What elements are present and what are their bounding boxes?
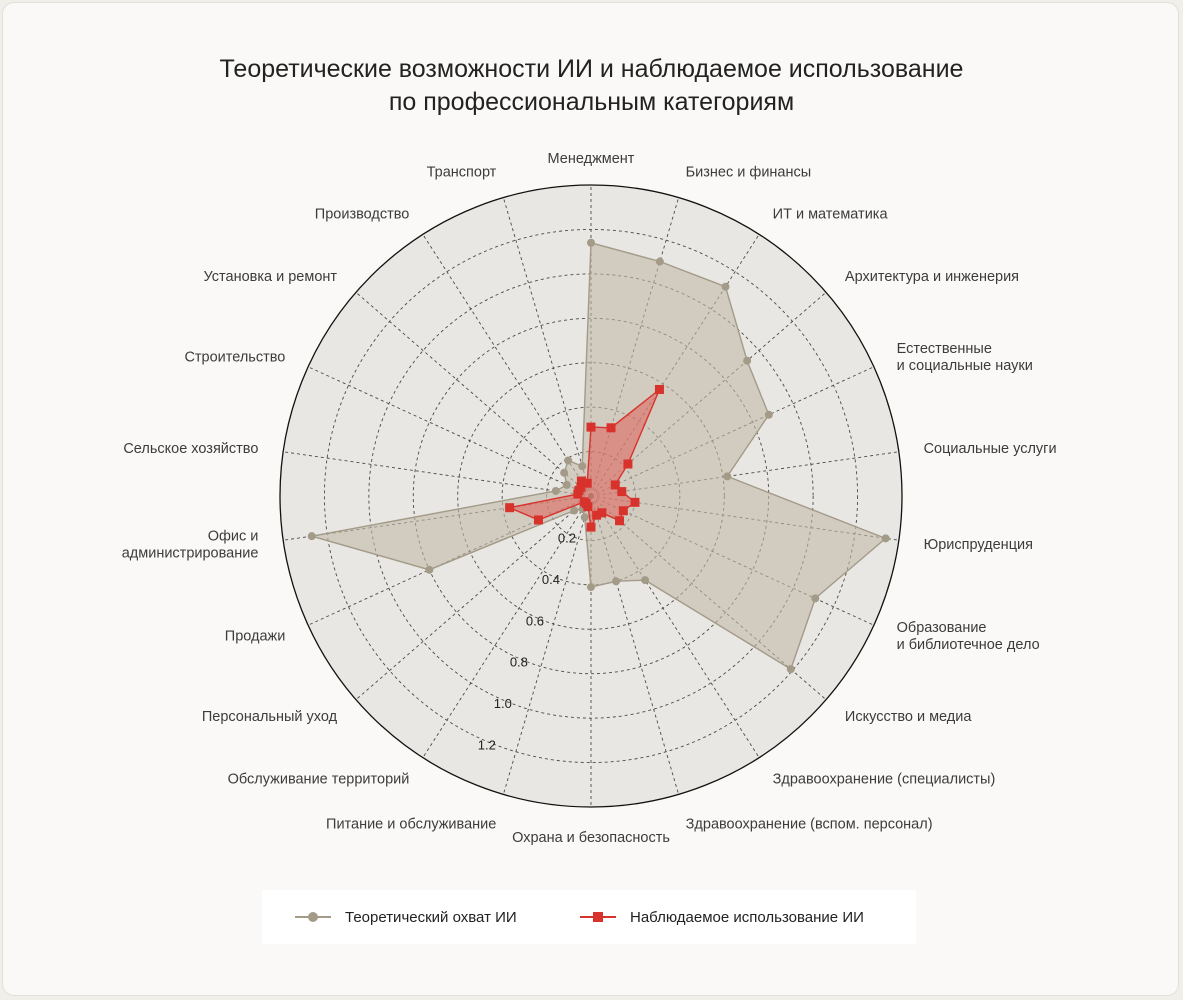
grid-spoke-22 (502, 197, 592, 497)
r-tick-label-6: 1.2 (478, 738, 496, 753)
grid-spoke-13 (502, 495, 592, 795)
data-point-observed-1 (586, 422, 596, 432)
category-label-3: ИТ и математика (773, 206, 889, 222)
category-label-17: Офис и администрирование (122, 528, 259, 561)
grid-spoke-3 (590, 234, 760, 497)
data-point-theoretical-21 (564, 456, 573, 465)
data-point-theoretical-17 (307, 532, 316, 541)
data-point-observed-8 (618, 506, 628, 516)
grid-spoke-19 (307, 366, 592, 497)
data-point-observed-15 (579, 497, 589, 507)
data-point-theoretical-10 (641, 576, 650, 585)
category-label-12: Охрана и безопасность (512, 830, 670, 846)
data-point-theoretical-6 (723, 472, 732, 481)
data-point-theoretical-8 (811, 594, 820, 603)
legend-marker-observed (593, 912, 603, 922)
category-label-18: Сельское хозяйство (123, 441, 258, 457)
category-label-21: Производство (315, 206, 410, 222)
data-point-observed-20 (576, 482, 586, 492)
data-point-observed-3 (654, 384, 664, 394)
grid-spoke-21 (422, 234, 592, 497)
grid-spoke-18 (283, 451, 592, 497)
data-point-theoretical-18 (551, 486, 560, 495)
chart-title-line-2: по профессиональным категориям (388, 88, 795, 116)
legend-line-observed (580, 912, 616, 922)
grid-spoke-8 (590, 495, 875, 626)
data-point-theoretical-3 (721, 282, 730, 291)
data-point-observed-4 (623, 459, 633, 469)
data-point-observed-21 (576, 476, 586, 486)
category-label-19: Строительство (184, 349, 285, 365)
grid-spoke-6 (590, 451, 899, 497)
grid-spoke-4 (590, 291, 827, 497)
grid-spoke-2 (590, 197, 680, 497)
chart-title-line-1: Теоретические возможности ИИ и наблюдаем… (219, 55, 964, 83)
category-label-1: Менеджмент (548, 151, 635, 167)
data-point-theoretical-4 (743, 356, 752, 365)
data-point-observed-11 (592, 510, 602, 520)
data-point-observed-16 (533, 515, 543, 525)
grid-spoke-14 (422, 495, 592, 758)
grid-spoke-10 (590, 495, 760, 758)
category-label-6: Социальные услуги (924, 441, 1057, 457)
category-label-8: Образование и библиотечное дело (897, 620, 1040, 653)
data-point-observed-12 (586, 522, 596, 532)
grid-spoke-16 (307, 495, 592, 626)
r-tick-label-1: 0.2 (558, 530, 576, 545)
legend-marker-theoretical (308, 912, 318, 922)
grid-spoke-20 (355, 291, 592, 497)
data-point-theoretical-7 (881, 534, 890, 543)
category-label-9: Искусство и медиа (845, 709, 972, 725)
data-point-theoretical-13 (580, 513, 589, 522)
r-tick-label-4: 0.8 (510, 655, 528, 670)
category-label-15: Персональный уход (202, 709, 338, 725)
r-tick-label-3: 0.6 (526, 613, 544, 628)
data-point-theoretical-22 (578, 462, 587, 471)
data-point-theoretical-20 (560, 468, 569, 477)
data-point-observed-22 (582, 478, 592, 488)
data-point-theoretical-5 (764, 410, 773, 419)
data-point-observed-2 (606, 423, 616, 433)
legend-item-theoretical: Теоретический охват ИИ (295, 890, 517, 944)
category-label-14: Обслуживание территорий (228, 772, 410, 788)
r-tick-label-5: 1.0 (494, 696, 512, 711)
data-point-observed-17 (505, 503, 515, 513)
category-label-10: Здравоохранение (специалисты) (773, 772, 996, 788)
data-point-theoretical-19 (562, 480, 571, 489)
category-label-11: Здравоохранение (вспом. персонал) (686, 816, 933, 832)
legend-item-observed: Наблюдаемое использование ИИ (580, 890, 864, 944)
legend-line-theoretical (295, 912, 331, 922)
grid-spoke-11 (590, 495, 680, 795)
data-point-theoretical-9 (786, 665, 795, 674)
category-label-5: Естественные и социальные науки (897, 341, 1033, 374)
data-point-observed-7 (630, 497, 640, 507)
data-point-theoretical-16 (425, 565, 434, 574)
data-point-theoretical-15 (570, 506, 579, 515)
data-point-theoretical-12 (587, 583, 595, 592)
data-point-observed-5 (610, 480, 620, 490)
category-label-2: Бизнес и финансы (686, 165, 812, 181)
grid-spoke-15 (355, 495, 592, 701)
grid-spoke-5 (590, 366, 875, 497)
category-label-13: Питание и обслуживание (326, 816, 496, 832)
data-point-observed-10 (597, 508, 607, 518)
category-label-16: Продажи (225, 629, 286, 645)
category-label-7: Юриспруденция (924, 537, 1033, 553)
category-label-22: Транспорт (427, 165, 497, 181)
legend-label-theoretical: Теоретический охват ИИ (345, 908, 517, 926)
data-point-theoretical-1 (587, 238, 595, 247)
radar-chart: 0.2 0.4 0.6 0.8 1.0 1.2 Менеджмент Бизнес и фин… (122, 151, 1057, 846)
data-point-theoretical-11 (612, 577, 621, 586)
legend-label-observed: Наблюдаемое использование ИИ (630, 908, 864, 926)
legend: Теоретический охват ИИ Наблюдаемое испол… (262, 890, 916, 944)
category-label-20: Установка и ремонт (204, 269, 338, 285)
data-point-theoretical-2 (655, 257, 664, 266)
data-point-observed-6 (617, 487, 627, 497)
category-label-4: Архитектура и инженерия (845, 269, 1019, 285)
r-tick-label-2: 0.4 (542, 572, 560, 587)
data-point-observed-9 (615, 516, 625, 526)
